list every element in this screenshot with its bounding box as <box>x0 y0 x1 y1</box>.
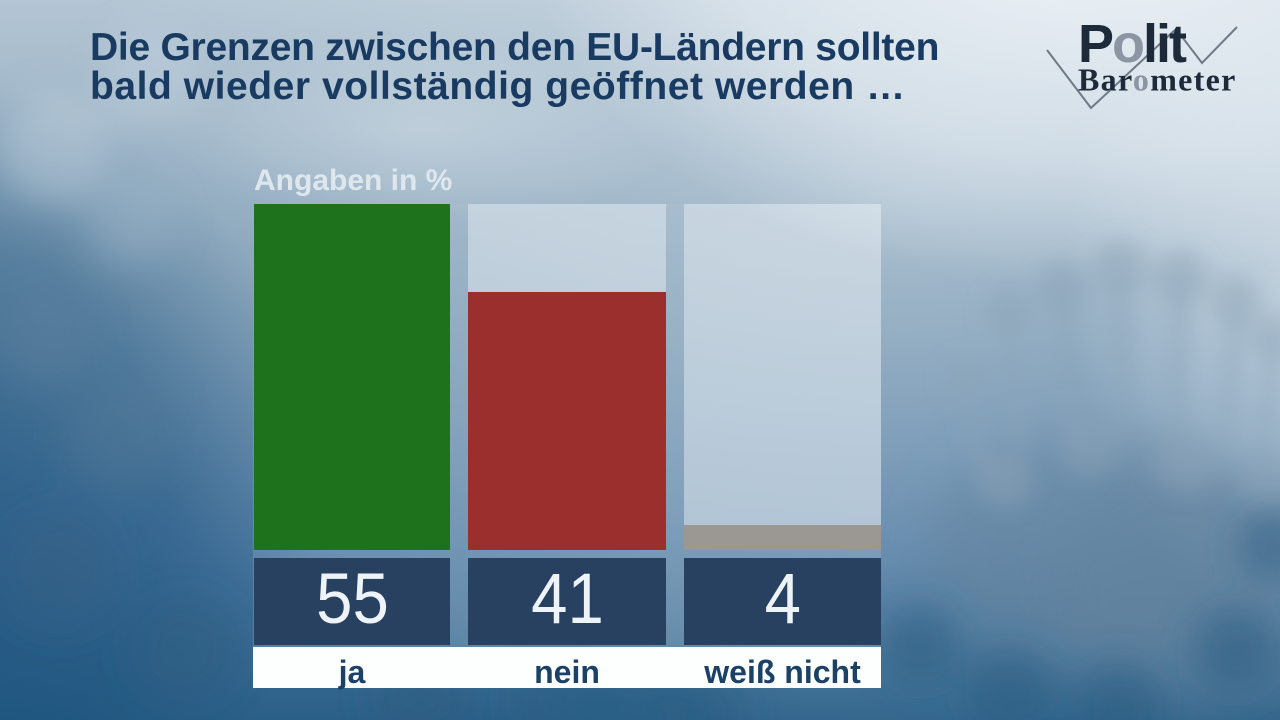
svg-text:Polit: Polit <box>1078 14 1187 74</box>
svg-text:Barometer: Barometer <box>1078 62 1237 98</box>
